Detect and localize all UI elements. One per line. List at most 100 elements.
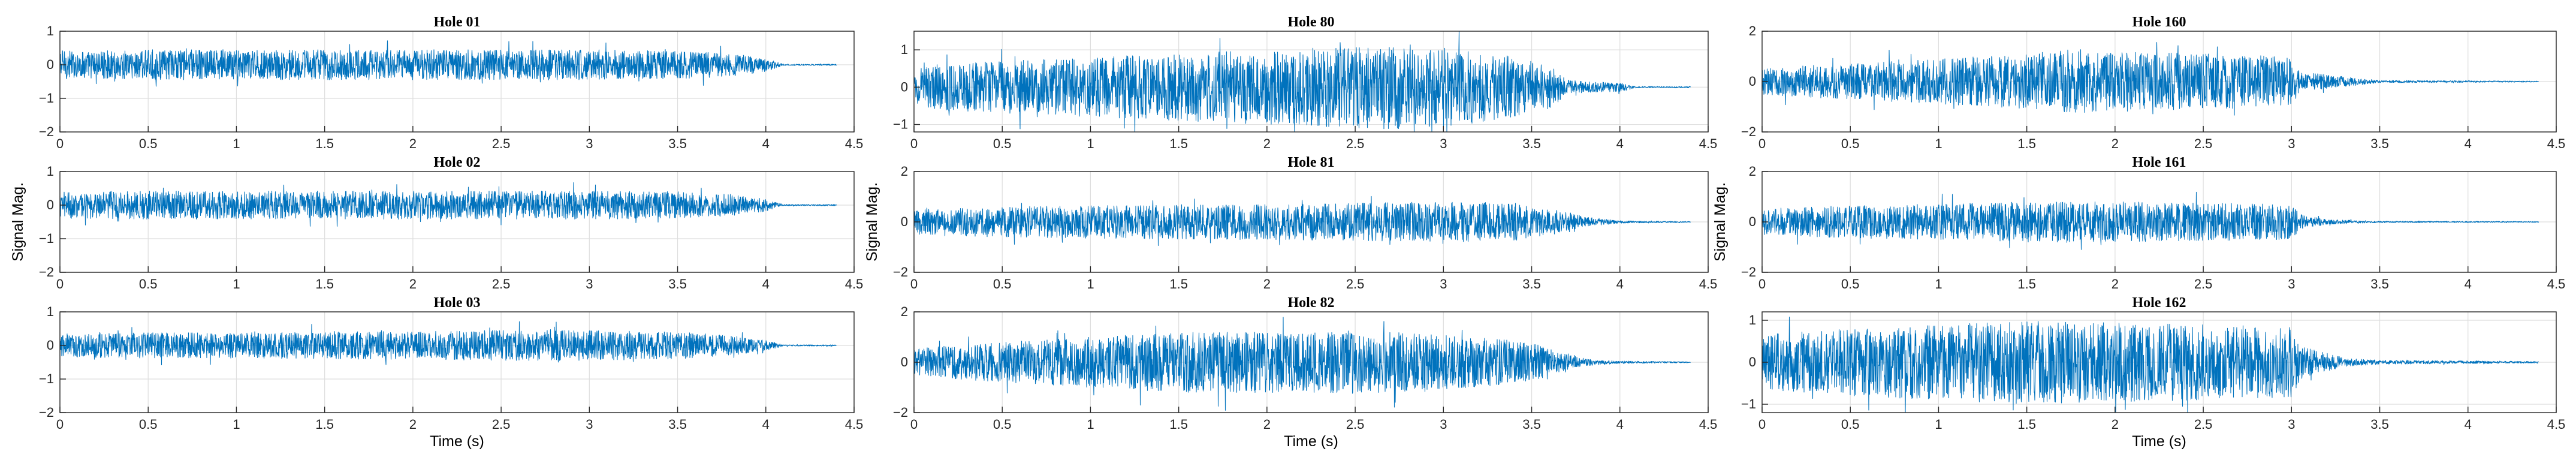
x-tick-label: 2 xyxy=(409,417,417,432)
signal-trace xyxy=(1761,42,2539,116)
x-tick-label: 4.5 xyxy=(2547,136,2566,151)
x-tick-label: 4.5 xyxy=(2547,417,2566,432)
y-tick-label: −2 xyxy=(893,405,908,420)
y-tick-label: 1 xyxy=(47,164,54,179)
x-tick-label: 1 xyxy=(233,276,240,291)
x-tick-label: 3.5 xyxy=(2370,136,2389,151)
signal-trace xyxy=(913,31,1691,133)
x-tick-label: 2 xyxy=(1263,136,1271,151)
x-tick-label: 2 xyxy=(1263,417,1271,432)
x-tick-label: 3 xyxy=(1440,276,1447,291)
x-tick-label: 4 xyxy=(1616,136,1624,151)
y-tick-label: −2 xyxy=(1741,124,1756,139)
x-tick-label: 3.5 xyxy=(1522,417,1541,432)
x-tick-label: 3 xyxy=(2288,417,2295,432)
x-tick-label: 2 xyxy=(2112,136,2119,151)
subplot-hole-01: 0 0.5 1 1.5 2 2.5 3 3.5 4 4.5 −2 −1 0 1 Hole 01 xyxy=(39,14,863,151)
axes-box xyxy=(913,31,1709,133)
x-tick-label: 0 xyxy=(910,276,918,291)
subplot-title: Hole 02 xyxy=(434,155,481,170)
x-tick-label: 3.5 xyxy=(2370,417,2389,432)
subplot-title: Hole 03 xyxy=(434,295,481,311)
y-tick-label: 2 xyxy=(901,304,908,319)
signal-trace xyxy=(1761,316,2539,413)
x-tick-label: 3 xyxy=(1440,136,1447,151)
x-tick-label: 4 xyxy=(1616,417,1624,432)
y-axis-label: Signal Mag. xyxy=(10,182,26,261)
x-tick-label: 4.5 xyxy=(845,417,864,432)
y-tick-label: 2 xyxy=(901,164,908,179)
x-tick-label: 0.5 xyxy=(993,136,1012,151)
x-tick-label: 0.5 xyxy=(1841,417,1860,432)
x-tick-label: 4.5 xyxy=(845,136,864,151)
x-tick-label: 0.5 xyxy=(993,276,1012,291)
x-tick-label: 4 xyxy=(1616,276,1624,291)
x-tick-label: 1 xyxy=(1087,136,1094,151)
y-tick-label: 0 xyxy=(47,338,54,353)
x-tick-label: 0 xyxy=(1758,136,1766,151)
x-tick-label: 1 xyxy=(1935,417,1942,432)
subplot-hole-02: 0 0.5 1 1.5 2 2.5 3 3.5 4 4.5 −2 −1 0 1 Hole 02 Signal … xyxy=(10,155,863,291)
x-tick-label: 4.5 xyxy=(1699,276,1718,291)
x-tick-label: 3 xyxy=(586,136,593,151)
x-tick-label: 2.5 xyxy=(492,417,511,432)
y-tick-label: 1 xyxy=(47,304,54,319)
x-tick-label: 1 xyxy=(1087,417,1094,432)
y-tick-label: 0 xyxy=(47,197,54,212)
y-tick-label: −2 xyxy=(39,124,54,139)
y-tick-label: 0 xyxy=(47,57,54,72)
x-tick-label: 2 xyxy=(409,136,417,151)
signal-trace xyxy=(59,321,837,366)
subplot-title: Hole 01 xyxy=(434,14,481,30)
subplot-title: Hole 80 xyxy=(1288,14,1335,30)
y-tick-label: 0 xyxy=(1749,74,1756,89)
x-tick-label: 1.5 xyxy=(2017,276,2036,291)
y-tick-label: −2 xyxy=(39,405,54,420)
x-tick-label: 3.5 xyxy=(1522,136,1541,151)
y-tick-label: 0 xyxy=(1749,354,1756,369)
x-tick-label: 0.5 xyxy=(139,136,158,151)
x-tick-label: 2.5 xyxy=(2194,136,2213,151)
x-tick-label: 1.5 xyxy=(2017,417,2036,432)
x-tick-label: 2 xyxy=(1263,276,1271,291)
y-tick-label: −1 xyxy=(39,231,54,246)
x-tick-label: 0 xyxy=(910,417,918,432)
signal-trace xyxy=(59,40,837,87)
y-tick-label: 0 xyxy=(901,214,908,229)
x-tick-label: 4 xyxy=(2465,417,2472,432)
plot-area xyxy=(60,172,854,272)
subplot-title: Hole 81 xyxy=(1288,155,1335,170)
y-tick-label: −1 xyxy=(39,91,54,106)
x-tick-label: 1.5 xyxy=(1169,136,1188,151)
x-tick-label: 2.5 xyxy=(1346,136,1365,151)
x-tick-label: 4 xyxy=(2465,136,2472,151)
x-tick-label: 3.5 xyxy=(668,136,687,151)
x-tick-label: 0.5 xyxy=(993,417,1012,432)
x-tick-label: 3 xyxy=(1440,417,1447,432)
x-tick-label: 0.5 xyxy=(139,417,158,432)
x-tick-label: 2.5 xyxy=(2194,276,2213,291)
x-tick-label: 1 xyxy=(1935,276,1942,291)
y-tick-label: 1 xyxy=(1749,312,1756,327)
x-axis-label: Time (s) xyxy=(1284,433,1338,450)
x-tick-label: 1.5 xyxy=(315,136,334,151)
y-tick-label: −1 xyxy=(39,371,54,386)
x-axis-label: Time (s) xyxy=(430,433,484,450)
axes-box xyxy=(59,311,855,413)
x-tick-label: 4 xyxy=(762,136,770,151)
x-tick-label: 3 xyxy=(2288,276,2295,291)
x-tick-label: 2 xyxy=(2112,276,2119,291)
y-tick-label: 2 xyxy=(1749,164,1756,179)
x-tick-label: 3.5 xyxy=(2370,276,2389,291)
x-tick-label: 0 xyxy=(1758,276,1766,291)
x-tick-label: 2.5 xyxy=(1346,417,1365,432)
y-tick-label: −2 xyxy=(893,264,908,279)
y-tick-label: 0 xyxy=(901,79,908,94)
axes-box xyxy=(59,171,855,273)
x-tick-label: 3 xyxy=(2288,136,2295,151)
